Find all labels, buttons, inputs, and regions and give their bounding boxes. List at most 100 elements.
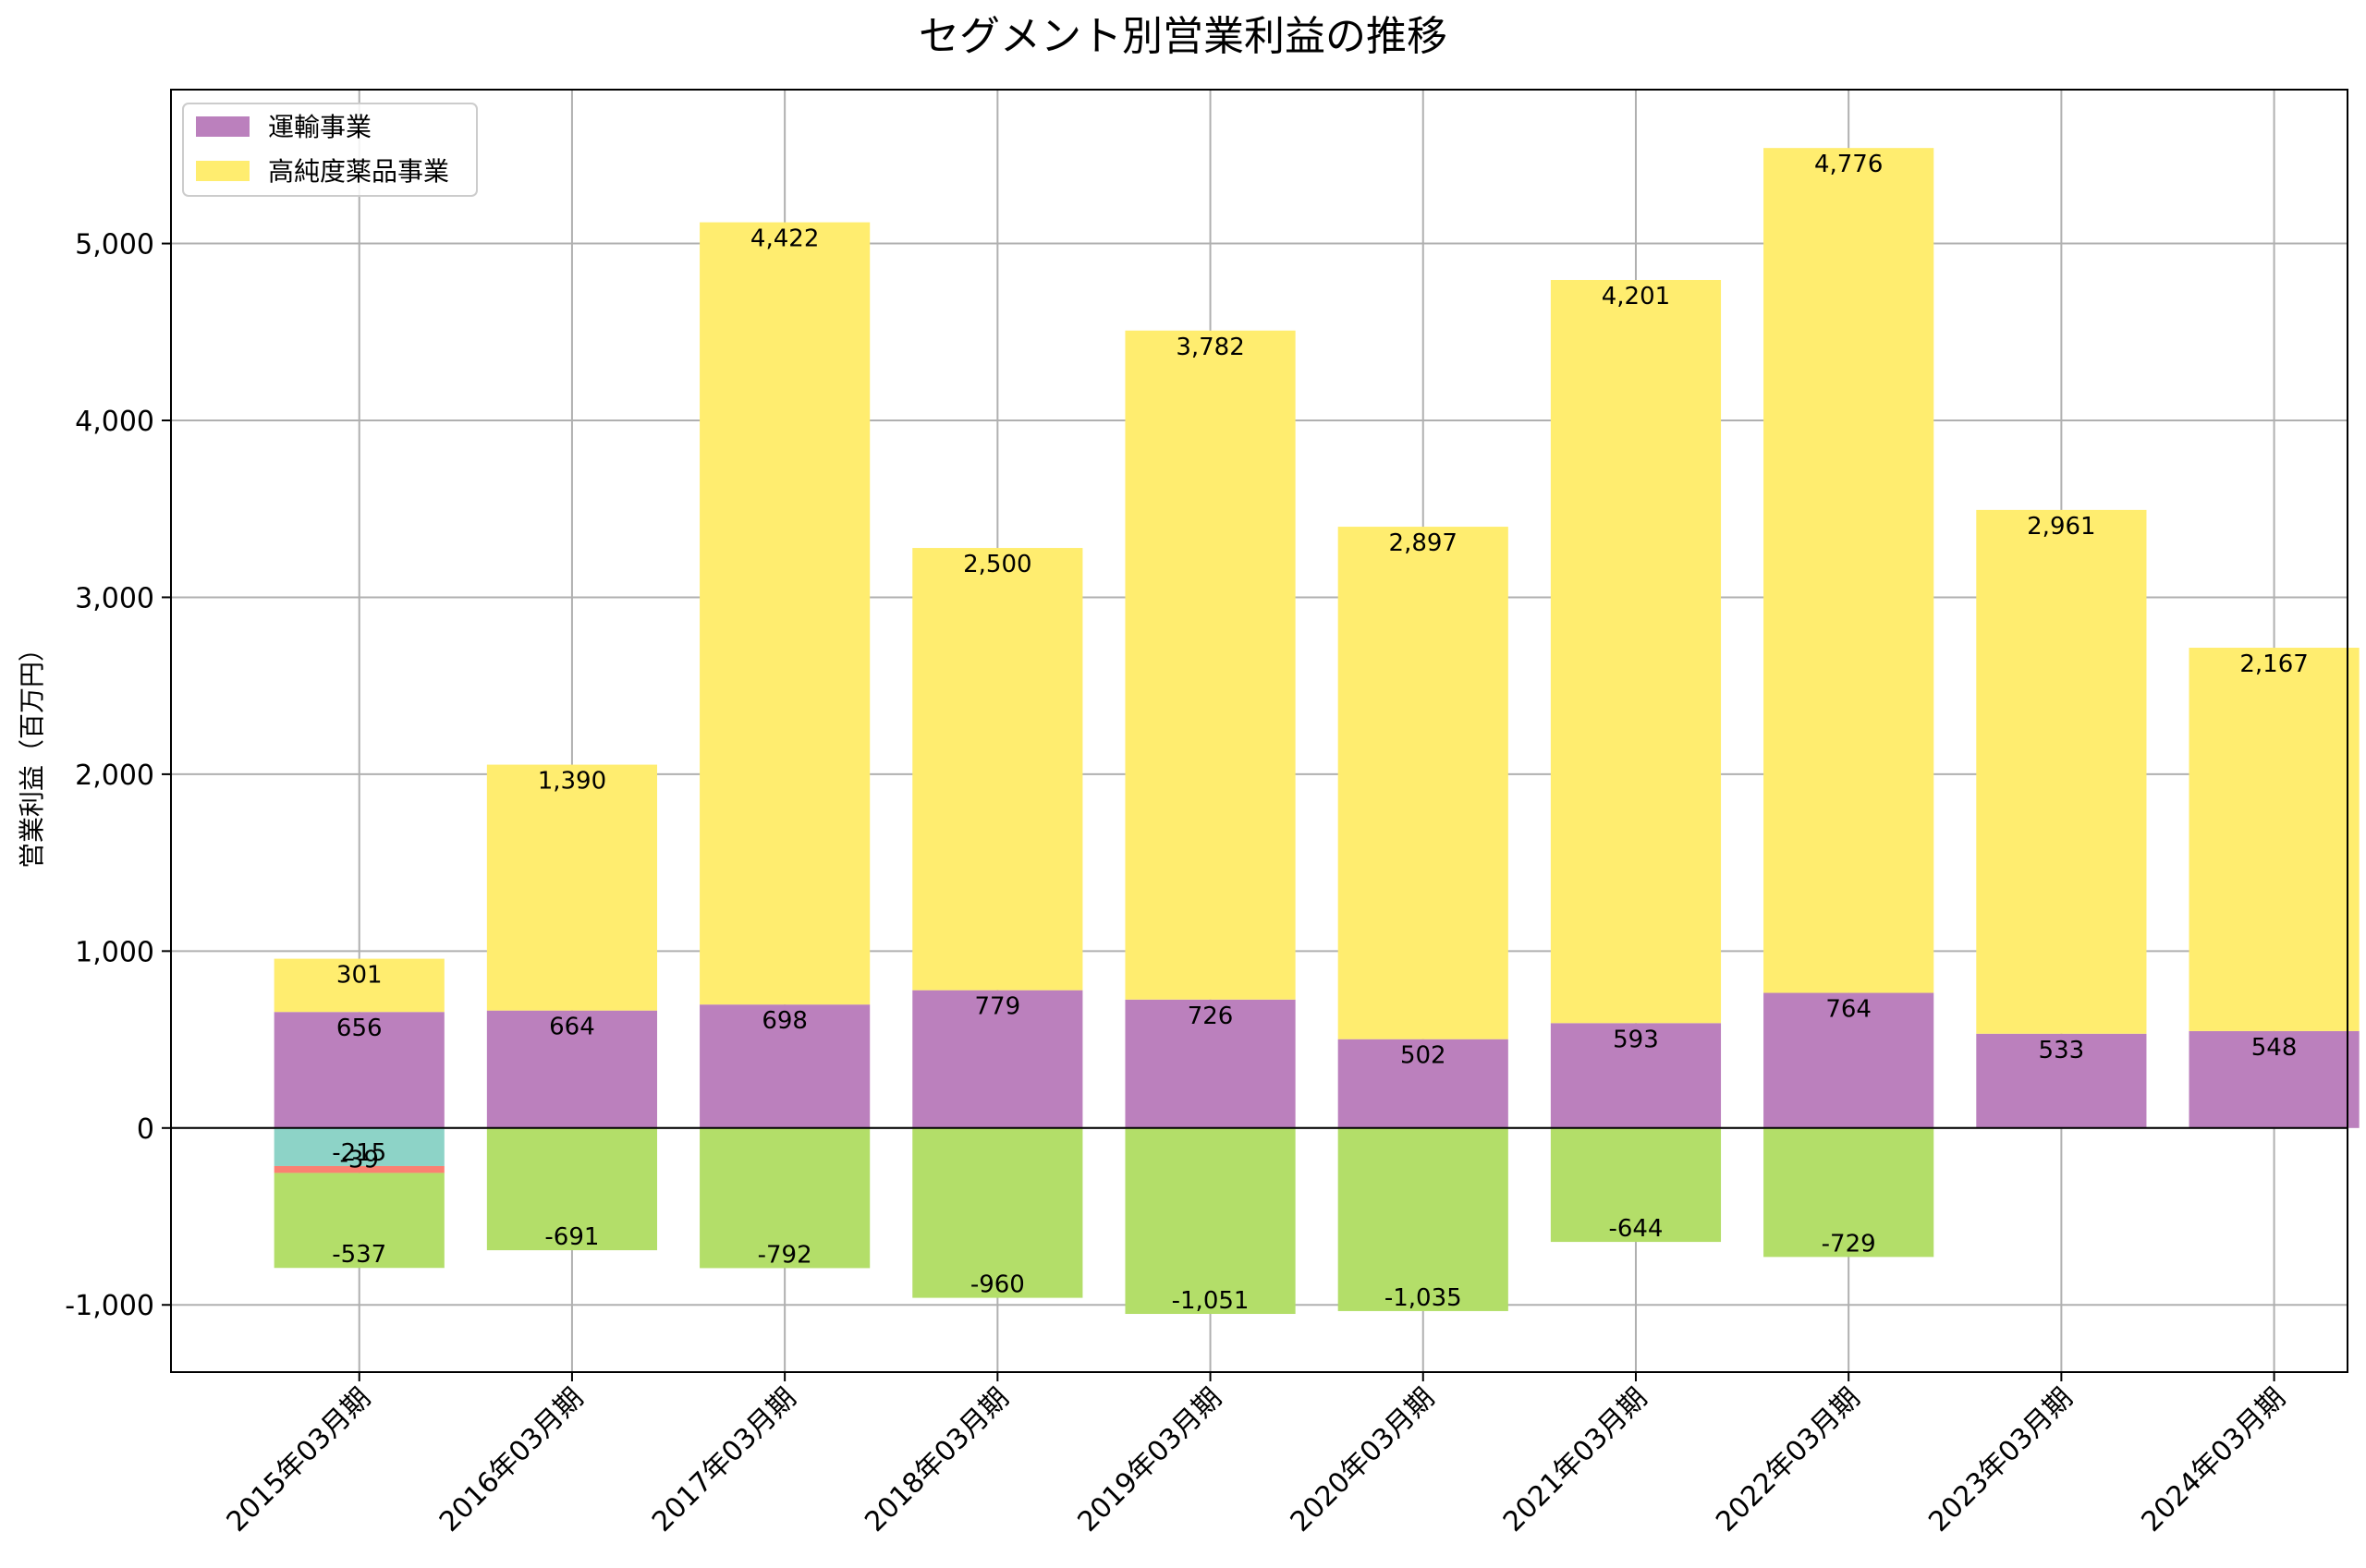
data-label: -960 bbox=[970, 1271, 1025, 1299]
bar bbox=[1763, 148, 1934, 993]
bar bbox=[1550, 279, 1722, 1024]
x-tick-label: 2020年03月期 bbox=[1285, 1382, 1441, 1538]
x-tick-label: 2015年03月期 bbox=[221, 1382, 377, 1538]
data-label: 664 bbox=[549, 1014, 595, 1041]
bar bbox=[1976, 1033, 2147, 1128]
data-label: 2,961 bbox=[2027, 513, 2095, 541]
data-label: -792 bbox=[758, 1241, 812, 1269]
data-label: 3,782 bbox=[1176, 334, 1244, 361]
bar bbox=[1125, 1127, 1296, 1315]
bar bbox=[1763, 1127, 1934, 1258]
y-tick-label: 4,000 bbox=[75, 406, 154, 438]
x-tick-label-group: 2019年03月期 bbox=[1071, 1382, 1227, 1538]
bar bbox=[1337, 1127, 1508, 1311]
x-tick-label-group: 2017年03月期 bbox=[646, 1382, 802, 1538]
y-tick-label: 3,000 bbox=[75, 582, 154, 614]
x-axis: 2015年03月期 2016年03月期 2017年03月期 2018年03月期 2019… bbox=[221, 1372, 2292, 1538]
plot-frame bbox=[170, 89, 2348, 1373]
x-tick-label-group: 2021年03月期 bbox=[1497, 1382, 1653, 1538]
data-label: 502 bbox=[1400, 1042, 1446, 1070]
data-label: 726 bbox=[1188, 1003, 1234, 1030]
bar bbox=[486, 1010, 658, 1128]
bar bbox=[1763, 992, 1934, 1128]
data-label: 1,390 bbox=[538, 768, 606, 796]
bar bbox=[1976, 509, 2147, 1034]
data-label: 2,167 bbox=[2239, 650, 2308, 678]
bar bbox=[700, 1127, 871, 1269]
data-label: 2,897 bbox=[1389, 529, 1457, 557]
data-label: -39 bbox=[339, 1146, 378, 1173]
y-tick-label: 0 bbox=[137, 1113, 154, 1146]
x-tick-label: 2016年03月期 bbox=[433, 1382, 590, 1538]
bar bbox=[700, 1004, 871, 1128]
bars bbox=[274, 148, 2360, 1315]
y-tick-label: 5,000 bbox=[75, 229, 154, 261]
data-label: -691 bbox=[544, 1223, 599, 1251]
bar bbox=[700, 222, 871, 1005]
data-label: 2,500 bbox=[963, 551, 1031, 578]
x-tick-label: 2022年03月期 bbox=[1710, 1382, 1866, 1538]
data-label: 4,201 bbox=[1602, 283, 1670, 310]
legend-swatch bbox=[196, 161, 250, 181]
bar bbox=[2189, 1030, 2360, 1128]
chart-title: セグメント別営業利益の推移 bbox=[919, 13, 1447, 60]
legend-label: 高純度薬品事業 bbox=[268, 156, 449, 187]
data-label: -537 bbox=[332, 1241, 386, 1269]
data-label: 301 bbox=[336, 962, 383, 990]
legend-swatch bbox=[196, 116, 250, 137]
data-label: -729 bbox=[1822, 1230, 1876, 1258]
bar bbox=[2189, 648, 2360, 1031]
y-tick-label: -1,000 bbox=[65, 1290, 154, 1322]
x-tick-label: 2024年03月期 bbox=[2136, 1382, 2292, 1538]
x-tick-label: 2017年03月期 bbox=[646, 1382, 802, 1538]
bar bbox=[274, 1012, 445, 1128]
data-label: 4,776 bbox=[1814, 151, 1883, 178]
data-label: -1,051 bbox=[1172, 1287, 1250, 1315]
legend-label: 運輸事業 bbox=[268, 112, 372, 142]
y-axis: -1,000 0 1,000 2,000 3,000 4,000 5,000 bbox=[65, 229, 171, 1322]
x-tick-label: 2021年03月期 bbox=[1497, 1382, 1653, 1538]
x-tick-label: 2018年03月期 bbox=[859, 1382, 1015, 1538]
bar bbox=[486, 764, 658, 1011]
data-label: -1,035 bbox=[1384, 1284, 1462, 1312]
data-label: 533 bbox=[2039, 1037, 2085, 1064]
bar bbox=[912, 990, 1083, 1128]
data-label: 656 bbox=[336, 1015, 383, 1042]
bar bbox=[274, 1165, 445, 1173]
bar bbox=[1337, 1039, 1508, 1128]
data-label: 698 bbox=[762, 1007, 808, 1035]
bar bbox=[274, 958, 445, 1013]
bar bbox=[486, 1127, 658, 1251]
bar bbox=[1125, 330, 1296, 1000]
data-label: 764 bbox=[1825, 996, 1872, 1024]
x-tick-label: 2019年03月期 bbox=[1071, 1382, 1227, 1538]
x-tick-label-group: 2024年03月期 bbox=[2136, 1382, 2292, 1538]
y-tick-label: 2,000 bbox=[75, 760, 154, 792]
bar bbox=[274, 1127, 445, 1166]
bar bbox=[1550, 1023, 1722, 1128]
bar bbox=[912, 1127, 1083, 1298]
x-tick-label-group: 2023年03月期 bbox=[1922, 1382, 2079, 1538]
data-label: -644 bbox=[1608, 1215, 1663, 1243]
data-labels: 656 301 -215-39 -537 664 1,390 -691 698 4,422 -79… bbox=[332, 151, 2309, 1315]
data-label: 548 bbox=[2251, 1034, 2298, 1062]
x-tick-label-group: 2020年03月期 bbox=[1285, 1382, 1441, 1538]
y-tick-label: 1,000 bbox=[75, 936, 154, 968]
x-tick-label: 2023年03月期 bbox=[1922, 1382, 2079, 1538]
bar bbox=[912, 548, 1083, 991]
bar bbox=[1337, 527, 1508, 1039]
data-label: 593 bbox=[1613, 1026, 1659, 1053]
data-label: -215 bbox=[332, 1139, 386, 1167]
y-axis-title: 営業利益（百万円） bbox=[17, 636, 47, 869]
x-tick-label-group: 2015年03月期 bbox=[221, 1382, 377, 1538]
data-label: 779 bbox=[975, 993, 1021, 1021]
x-tick-label-group: 2022年03月期 bbox=[1710, 1382, 1866, 1538]
data-label: 4,422 bbox=[750, 225, 819, 253]
bar bbox=[1125, 999, 1296, 1128]
legend-box bbox=[182, 103, 478, 197]
x-tick-label-group: 2018年03月期 bbox=[859, 1382, 1015, 1538]
bar bbox=[1550, 1127, 1722, 1243]
bar bbox=[274, 1173, 445, 1269]
